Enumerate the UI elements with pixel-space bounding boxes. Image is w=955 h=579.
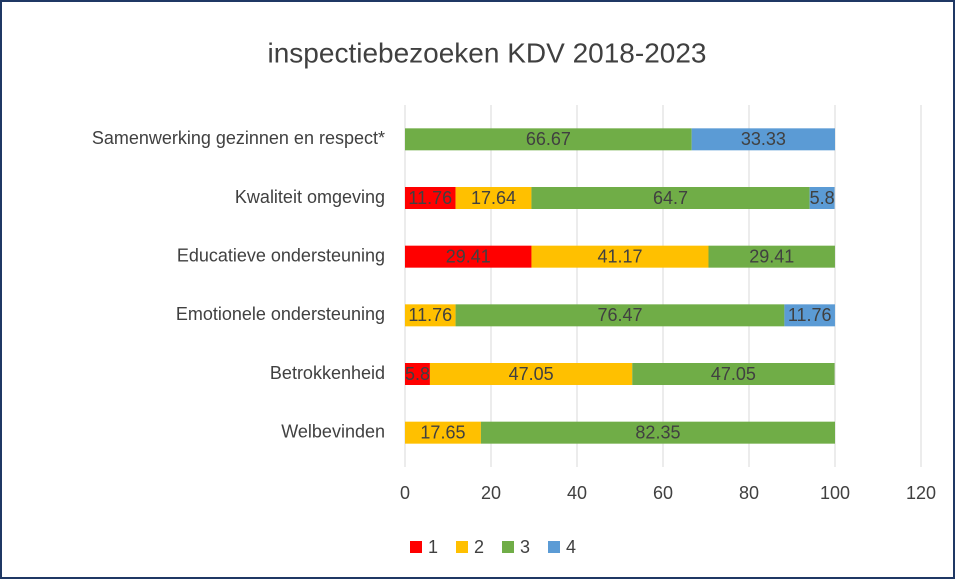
legend-swatch [548,541,560,553]
data-label: 5.8 [405,364,430,384]
y-tick-label: Emotionele ondersteuning [176,304,385,324]
bar-segment [405,304,456,327]
bar-segment [405,187,456,209]
data-label: 33.33 [741,129,786,149]
x-tick-label: 40 [567,483,587,503]
bar-segment [429,363,633,385]
x-tick-label: 20 [481,483,501,503]
y-tick-label: Kwaliteit omgeving [235,187,385,207]
legend-label: 2 [474,537,484,557]
y-tick-label: Welbevinden [281,421,385,441]
chart-title: inspectiebezoeken KDV 2018-2023 [268,37,707,68]
bar-segment [455,304,785,327]
bar-segment [405,363,430,385]
data-label: 29.41 [749,246,794,266]
x-tick-label: 0 [400,483,410,503]
bar-segment [405,421,481,444]
data-label: 11.76 [408,305,452,325]
y-tick-label: Educatieve ondersteuning [177,245,385,265]
bar-segment [809,187,835,209]
bar-segment [708,245,835,268]
bar-segment [531,245,709,268]
data-label: 11.76 [408,188,452,208]
data-label: 47.05 [711,364,756,384]
bar-segment [480,421,835,444]
legend-label: 4 [566,537,576,557]
legend-swatch [410,541,422,553]
legend-label: 1 [428,537,438,557]
bar-segment [455,187,532,209]
data-label: 82.35 [635,422,680,442]
bar-segment [405,245,532,268]
bar-segment [632,363,835,385]
x-tick-label: 100 [820,483,850,503]
legend-swatch [502,541,514,553]
x-tick-label: 120 [906,483,936,503]
data-label: 5.8 [810,188,835,208]
bar-segment [531,187,810,209]
data-label: 17.64 [471,188,516,208]
legend-label: 3 [520,537,530,557]
data-label: 11.76 [788,305,832,325]
data-label: 41.17 [597,246,642,266]
data-label: 29.41 [446,246,491,266]
bar-segment [784,304,835,327]
y-tick-label: Samenwerking gezinnen en respect* [92,128,385,148]
bar-segment [691,128,835,151]
x-tick-label: 60 [653,483,673,503]
data-label: 66.67 [526,129,571,149]
legend-swatch [456,541,468,553]
data-label: 76.47 [597,305,642,325]
data-label: 17.65 [420,422,465,442]
bar-segment [405,128,692,151]
x-tick-label: 80 [739,483,759,503]
data-label: 64.7 [653,188,688,208]
y-tick-label: Betrokkenheid [270,363,385,383]
data-label: 47.05 [509,364,554,384]
